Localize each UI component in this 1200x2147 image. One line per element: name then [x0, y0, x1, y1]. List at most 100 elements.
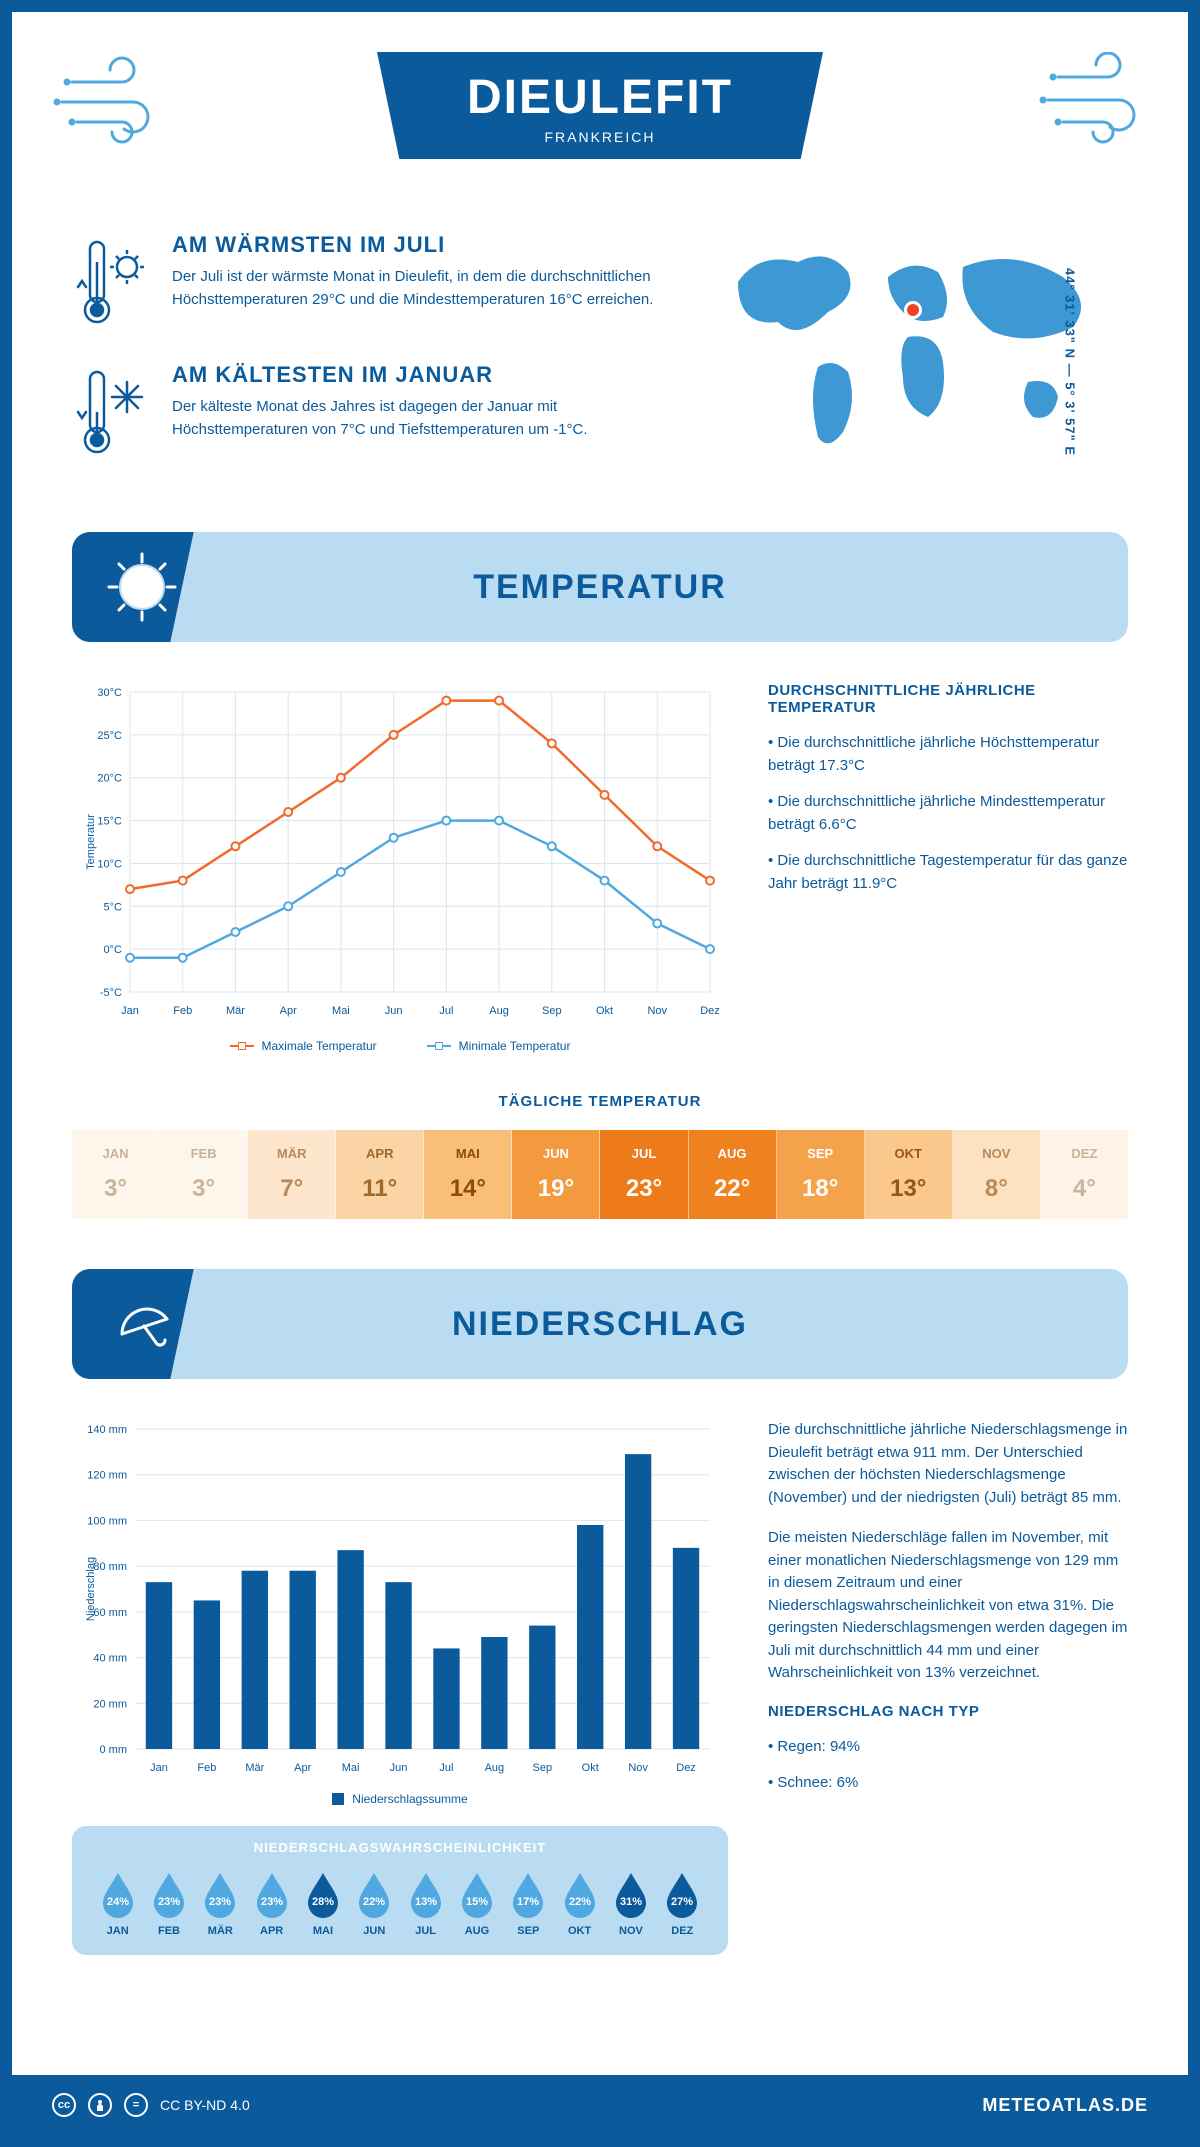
daily-temp-month: MÄR — [252, 1146, 331, 1161]
raindrop-icon: 31% — [611, 1869, 651, 1919]
raindrop-icon: 27% — [662, 1869, 702, 1919]
raindrop-icon: 23% — [252, 1869, 292, 1919]
svg-text:17%: 17% — [517, 1896, 539, 1908]
svg-text:Jan: Jan — [150, 1762, 168, 1774]
precipitation-section-header: NIEDERSCHLAG — [72, 1269, 1128, 1379]
temperature-section-header: TEMPERATUR — [72, 532, 1128, 642]
coldest-fact: AM KÄLTESTEN IM JANUAR Der kälteste Mona… — [72, 362, 668, 462]
svg-text:22%: 22% — [363, 1896, 385, 1908]
svg-text:Sep: Sep — [542, 1005, 562, 1017]
svg-text:30°C: 30°C — [97, 687, 122, 699]
precip-para-2: Die meisten Niederschläge fallen im Nove… — [768, 1527, 1128, 1685]
warmest-fact: AM WÄRMSTEN IM JULI Der Juli ist der wär… — [72, 232, 668, 332]
daily-temp-value: 3° — [76, 1175, 155, 1203]
daily-temp-month: JUL — [604, 1146, 683, 1161]
svg-text:22%: 22% — [569, 1896, 591, 1908]
svg-text:Mär: Mär — [226, 1005, 245, 1017]
raindrop-icon: 13% — [406, 1869, 446, 1919]
precip-type-bullet: • Regen: 94% — [768, 1736, 1128, 1759]
intro-row: AM WÄRMSTEN IM JULI Der Juli ist der wär… — [72, 232, 1128, 492]
svg-text:60 mm: 60 mm — [93, 1607, 127, 1619]
svg-text:Niederschlag: Niederschlag — [85, 1557, 97, 1621]
svg-text:0 mm: 0 mm — [100, 1744, 128, 1756]
prob-item: 27% DEZ — [657, 1869, 708, 1937]
daily-temp-month: NOV — [957, 1146, 1036, 1161]
temp-bullet: • Die durchschnittliche Tagestemperatur … — [768, 850, 1128, 895]
daily-temp-cell: OKT13° — [865, 1130, 953, 1219]
prob-month: NOV — [605, 1925, 656, 1937]
daily-temp-cell: NOV8° — [953, 1130, 1041, 1219]
prob-item: 24% JAN — [92, 1869, 143, 1937]
svg-text:Aug: Aug — [485, 1762, 505, 1774]
svg-text:Nov: Nov — [647, 1005, 667, 1017]
coldest-text: Der kälteste Monat des Jahres ist dagege… — [172, 396, 668, 441]
prob-item: 22% OKT — [554, 1869, 605, 1937]
daily-temp-cell: DEZ4° — [1041, 1130, 1128, 1219]
daily-temp-cell: MAI14° — [424, 1130, 512, 1219]
svg-text:13%: 13% — [415, 1896, 437, 1908]
prob-month: APR — [246, 1925, 297, 1937]
temperature-title: TEMPERATUR — [473, 568, 727, 607]
svg-text:Okt: Okt — [596, 1005, 613, 1017]
daily-temp-month: JUN — [516, 1146, 595, 1161]
svg-text:Dez: Dez — [676, 1762, 696, 1774]
svg-text:Aug: Aug — [489, 1005, 509, 1017]
daily-temp-month: APR — [340, 1146, 419, 1161]
daily-temp-value: 3° — [164, 1175, 243, 1203]
prob-item: 31% NOV — [605, 1869, 656, 1937]
svg-text:80 mm: 80 mm — [93, 1561, 127, 1573]
page-subtitle: FRANKREICH — [467, 129, 733, 145]
prob-item: 13% JUL — [400, 1869, 451, 1937]
wind-icon-left — [52, 52, 192, 152]
precipitation-probability-box: NIEDERSCHLAGSWAHRSCHEINLICHKEIT 24% JAN … — [72, 1826, 728, 1955]
raindrop-icon: 24% — [98, 1869, 138, 1919]
prob-title: NIEDERSCHLAGSWAHRSCHEINLICHKEIT — [92, 1840, 708, 1855]
umbrella-icon — [107, 1289, 177, 1359]
daily-temp-month: JAN — [76, 1146, 155, 1161]
coldest-heading: AM KÄLTESTEN IM JANUAR — [172, 362, 668, 388]
daily-temp-month: MAI — [428, 1146, 507, 1161]
daily-temp-cell: AUG22° — [689, 1130, 777, 1219]
daily-temp-value: 18° — [781, 1175, 860, 1203]
daily-temp-value: 13° — [869, 1175, 948, 1203]
svg-text:Mär: Mär — [245, 1762, 264, 1774]
prob-month: OKT — [554, 1925, 605, 1937]
warmest-text: Der Juli ist der wärmste Monat in Dieule… — [172, 266, 668, 311]
daily-temp-month: DEZ — [1045, 1146, 1124, 1161]
daily-temp-month: SEP — [781, 1146, 860, 1161]
svg-text:Mai: Mai — [332, 1005, 350, 1017]
svg-text:Jul: Jul — [439, 1762, 453, 1774]
svg-text:31%: 31% — [620, 1896, 642, 1908]
svg-text:Temperatur: Temperatur — [85, 814, 97, 870]
svg-text:23%: 23% — [158, 1896, 180, 1908]
temperature-line-chart: -5°C0°C5°C10°C15°C20°C25°C30°CJanFebMärA… — [72, 682, 728, 1022]
prob-item: 22% JUN — [349, 1869, 400, 1937]
daily-temp-value: 11° — [340, 1175, 419, 1203]
svg-text:23%: 23% — [261, 1896, 283, 1908]
cc-nd-icon: = — [124, 2093, 148, 2117]
raindrop-icon: 22% — [560, 1869, 600, 1919]
svg-text:24%: 24% — [107, 1896, 129, 1908]
svg-text:15°C: 15°C — [97, 816, 122, 828]
daily-temp-month: FEB — [164, 1146, 243, 1161]
prob-month: JAN — [92, 1925, 143, 1937]
svg-text:140 mm: 140 mm — [87, 1424, 127, 1436]
precipitation-title: NIEDERSCHLAG — [452, 1305, 748, 1344]
wind-icon-right — [1008, 52, 1148, 152]
page-title: DIEULEFIT — [467, 70, 733, 125]
precipitation-legend: Niederschlagssumme — [72, 1792, 728, 1806]
precipitation-bar-chart: 0 mm20 mm40 mm60 mm80 mm100 mm120 mm140 … — [72, 1419, 728, 1779]
raindrop-icon: 28% — [303, 1869, 343, 1919]
svg-text:27%: 27% — [671, 1896, 693, 1908]
header-banner: DIEULEFIT FRANKREICH — [12, 12, 1188, 212]
prob-item: 23% FEB — [143, 1869, 194, 1937]
coordinates-label: 44° 31' 33" N — 5° 3' 57" E — [1062, 268, 1077, 456]
precip-type-bullet: • Schnee: 6% — [768, 1772, 1128, 1795]
svg-text:Sep: Sep — [533, 1762, 553, 1774]
thermometer-sun-icon — [72, 232, 152, 332]
raindrop-icon: 23% — [149, 1869, 189, 1919]
cc-icon: cc — [52, 2093, 76, 2117]
daily-temp-cell: FEB 3° — [160, 1130, 248, 1219]
temp-bullet: • Die durchschnittliche jährliche Höchst… — [768, 732, 1128, 777]
raindrop-icon: 23% — [200, 1869, 240, 1919]
